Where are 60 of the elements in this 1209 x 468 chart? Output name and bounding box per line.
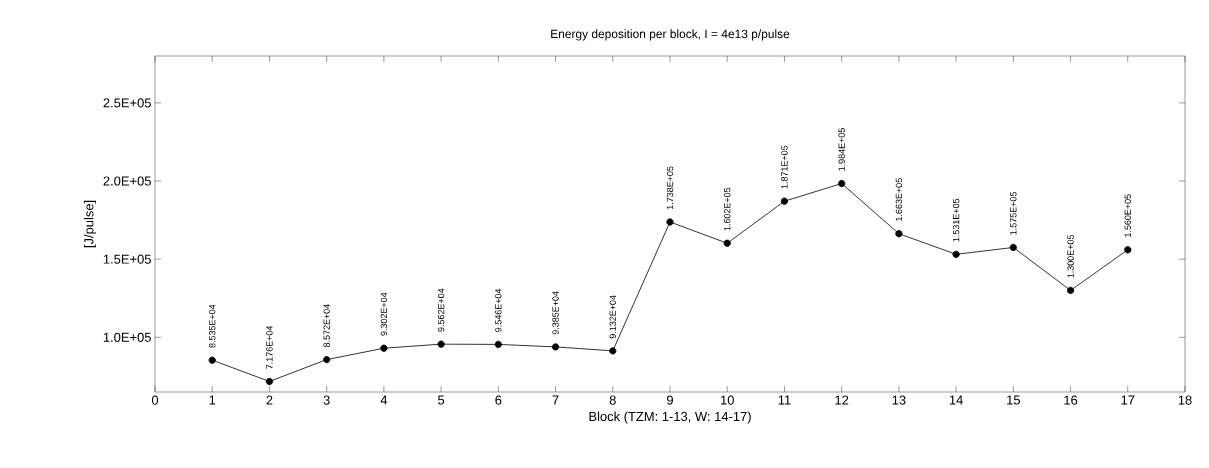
y-tick-label: 2.5E+05 bbox=[103, 98, 151, 108]
x-tick-label: 7 bbox=[552, 395, 559, 405]
x-tick-label: 1 bbox=[209, 395, 216, 405]
data-label: 9.302E+04 bbox=[380, 292, 388, 336]
point bbox=[323, 356, 331, 364]
x-tick-label: 0 bbox=[151, 395, 159, 405]
y-tick-label: 2.0E+05 bbox=[103, 176, 151, 186]
point bbox=[437, 340, 445, 348]
x-tick-label: 5 bbox=[438, 395, 445, 405]
data-label: 9.385E+04 bbox=[552, 291, 559, 335]
x-tick-label: 12 bbox=[835, 395, 849, 405]
point bbox=[780, 197, 789, 205]
data-label: 8.535E+04 bbox=[209, 304, 216, 348]
point bbox=[208, 356, 216, 364]
x-tick-label: 6 bbox=[495, 395, 502, 405]
y-axis-title: [J/pulse] bbox=[83, 200, 97, 248]
data-label: 9.562E+04 bbox=[437, 288, 445, 332]
point bbox=[380, 344, 388, 352]
data-label: 1.300E+05 bbox=[1067, 234, 1074, 278]
point bbox=[494, 340, 502, 348]
point bbox=[952, 250, 960, 258]
data-label: 1.738E+05 bbox=[666, 166, 674, 210]
x-tick-label: 3 bbox=[323, 395, 330, 405]
x-tick-label: 8 bbox=[609, 395, 616, 405]
x-tick-label: 18 bbox=[1178, 395, 1192, 405]
data-label: 7.176E+04 bbox=[266, 325, 273, 369]
data-label: 1.602E+05 bbox=[724, 187, 731, 231]
point bbox=[895, 230, 903, 238]
point bbox=[723, 239, 731, 247]
y-tick-label: 1.5E+05 bbox=[103, 254, 151, 264]
x-tick-label: 16 bbox=[1064, 395, 1078, 405]
point bbox=[551, 343, 560, 351]
x-tick-label: 15 bbox=[1007, 395, 1020, 405]
point bbox=[1009, 243, 1017, 252]
data-label: 9.546E+04 bbox=[495, 288, 502, 332]
x-tick-label: 2 bbox=[266, 395, 273, 405]
x-tick-label: 17 bbox=[1121, 395, 1135, 405]
point bbox=[609, 347, 617, 355]
data-label: 1.663E+05 bbox=[895, 178, 903, 221]
data-label: 1.531E+05 bbox=[952, 198, 960, 242]
x-tick-label: 10 bbox=[721, 395, 734, 405]
point bbox=[1066, 286, 1075, 295]
x-tick-label: 11 bbox=[778, 395, 791, 405]
data-label: 9.132E+04 bbox=[609, 295, 616, 339]
data-label: 1.871E+05 bbox=[781, 145, 788, 189]
data-label: 1.984E+05 bbox=[838, 128, 845, 171]
x-tick-label: 9 bbox=[667, 395, 673, 405]
point bbox=[838, 179, 846, 188]
y-tick-label: 1.0E+05 bbox=[103, 332, 151, 342]
point bbox=[265, 377, 274, 386]
data-label: 1.560E+05 bbox=[1124, 194, 1131, 237]
data-label: 1.575E+05 bbox=[1010, 192, 1017, 235]
x-axis-title: Block (TZM: 1-13, W: 14-17) bbox=[589, 411, 751, 424]
point bbox=[1124, 246, 1132, 254]
x-tick-label: 13 bbox=[892, 395, 906, 405]
data-label: 8.572E+04 bbox=[323, 304, 330, 348]
x-tick-label: 4 bbox=[380, 395, 388, 405]
point bbox=[666, 218, 674, 226]
x-tick-label: 14 bbox=[949, 395, 963, 405]
chart-title: Energy deposition per block, I = 4e13 p/pulse bbox=[551, 29, 790, 41]
